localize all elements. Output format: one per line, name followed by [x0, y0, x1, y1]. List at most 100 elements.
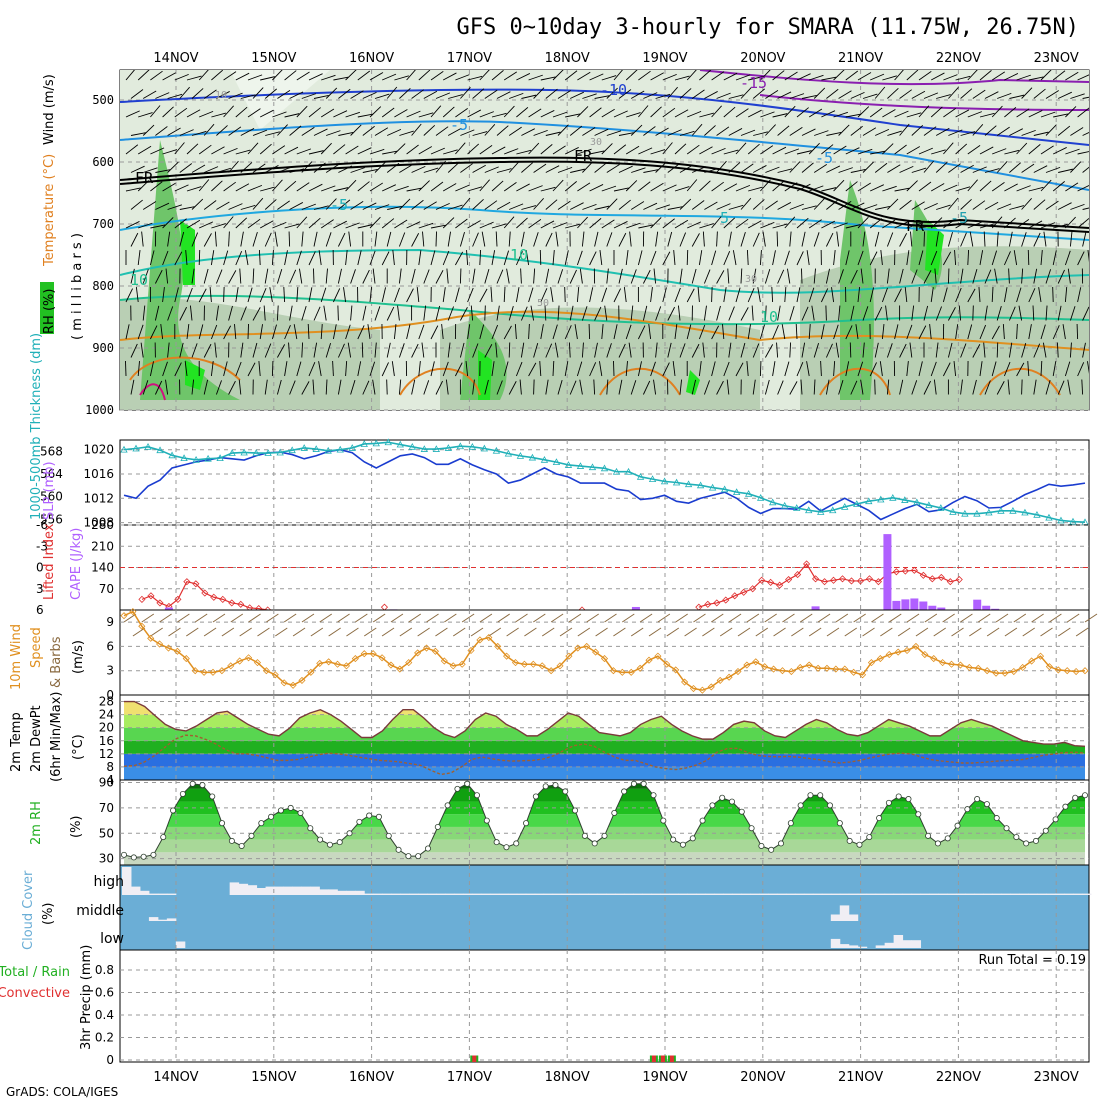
upper-wind-barb	[272, 221, 287, 229]
slp-tick: 1016	[83, 467, 114, 481]
thickness-point	[228, 449, 236, 456]
upper-wind-barb	[235, 149, 251, 155]
wind10-barb	[479, 613, 493, 623]
upper-wind-barb	[435, 380, 443, 395]
upper-wind-barb	[345, 361, 348, 377]
wind10-barb	[942, 613, 955, 623]
upper-wind-barb	[625, 250, 629, 266]
upper-wind-barb	[446, 268, 449, 284]
upper-wind-barb	[1053, 147, 1067, 155]
upper-wind-barb	[277, 124, 288, 136]
wind-speed-point	[609, 667, 617, 675]
upper-wind-barb	[179, 129, 194, 136]
wind-speed-point	[947, 660, 956, 668]
upper-wind-barb	[677, 305, 681, 321]
upper-wind-barb	[533, 87, 545, 99]
rh-point	[925, 832, 932, 839]
upper-wind-barb	[984, 168, 1000, 173]
upper-wind-barb	[735, 108, 749, 118]
upper-wind-barb	[882, 185, 897, 192]
upper-wind-barb	[435, 231, 437, 247]
upper-wind-barb	[1070, 93, 1085, 99]
upper-wind-barb	[289, 269, 297, 284]
upper-wind-barb	[845, 224, 861, 229]
upper-wind-barb	[1028, 288, 1036, 303]
upper-wind-barb	[130, 343, 138, 358]
upper-wind-barb	[539, 361, 542, 377]
upper-wind-barb	[545, 199, 558, 210]
rh-point	[797, 802, 804, 809]
cloud-bar-middle	[848, 914, 859, 921]
rh-point	[905, 796, 912, 803]
upper-wind-barb	[503, 71, 518, 81]
upper-wind-barb	[594, 95, 610, 99]
upper-wind-barb	[691, 268, 697, 284]
wind10-barb	[1058, 627, 1071, 637]
rh-point	[1013, 834, 1020, 841]
upper-grid	[120, 70, 1089, 411]
cloud-bar-high	[1001, 893, 1011, 895]
upper-wind-barb	[130, 268, 135, 284]
upper-wind-barb	[447, 127, 462, 136]
thickness-point	[1057, 516, 1065, 524]
upper-wind-barb	[1040, 70, 1052, 81]
upper-wind-barb	[667, 86, 678, 99]
rh-point	[944, 835, 951, 842]
upper-wind-barb	[979, 223, 995, 229]
upper-wind-barb	[711, 71, 725, 81]
upper-wind-barb	[418, 222, 434, 229]
upper-wind-barb	[1045, 124, 1057, 136]
upper-wind-barb	[348, 231, 352, 247]
wind-speed-point	[841, 665, 849, 673]
upper-wind-barb	[630, 380, 637, 395]
upper-wind-barb	[138, 112, 153, 118]
rh-point	[395, 846, 402, 853]
upper-wind-barb	[289, 168, 305, 173]
upper-wind-barb	[550, 287, 554, 303]
upper-wind-barb	[284, 113, 300, 118]
upper-wind-barb	[923, 270, 932, 284]
rh-point	[483, 817, 490, 824]
wind10-barb	[301, 613, 315, 623]
date-label-top: 20NOV	[740, 51, 785, 66]
thickness-point	[144, 442, 152, 450]
wind10-barb	[426, 613, 439, 623]
upper-wind-barb	[662, 251, 671, 266]
upper-wind-barb	[606, 164, 620, 173]
upper-wind-barb	[674, 75, 690, 81]
upper-wind-barb	[479, 288, 488, 303]
upper-wind-barb	[1028, 110, 1043, 118]
upper-wind-barb	[362, 202, 377, 210]
upper-wind-barb	[540, 144, 553, 155]
upper-wind-barb	[394, 185, 409, 192]
upper-wind-barb	[869, 218, 883, 229]
upper-wind-barb	[955, 220, 969, 229]
upper-wind-barb	[441, 324, 444, 340]
upper-wind-barb	[1027, 249, 1030, 266]
wind10-barb	[230, 613, 244, 623]
upper-wind-barb	[845, 70, 859, 81]
upper-wind-barb	[247, 74, 263, 81]
cloud-bar-high	[1046, 893, 1056, 895]
upper-wind-barb	[528, 323, 530, 340]
li-point	[829, 576, 838, 584]
upper-wind-barb	[1057, 202, 1072, 210]
upper-wind-barb	[167, 306, 174, 321]
upper-wind-barb	[801, 128, 816, 136]
date-label-top: 22NOV	[936, 51, 981, 66]
upper-wind-barb	[228, 305, 233, 321]
upper-wind-barb	[789, 381, 798, 395]
upper-wind-barb	[443, 149, 458, 155]
upper-wind-barb	[881, 287, 888, 303]
upper-wind-barb	[942, 287, 948, 303]
upper-wind-barb	[673, 250, 676, 266]
upper-wind-barb	[263, 305, 266, 321]
upper-wind-barb	[223, 105, 234, 118]
thickness-point	[132, 444, 140, 452]
upper-wind-barb	[430, 224, 446, 229]
upper-wind-barb	[686, 70, 697, 81]
upper-wind-barb	[398, 379, 402, 395]
upper-wind-barb	[308, 217, 321, 229]
slp-tick: 1008	[83, 516, 114, 530]
upper-wind-barb	[435, 202, 450, 210]
